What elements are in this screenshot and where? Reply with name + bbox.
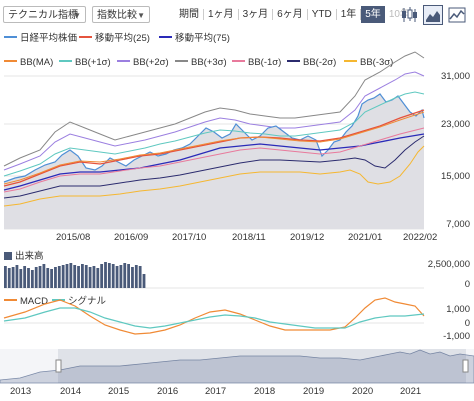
legend-item-bb-plus1[interactable]: BB(+1σ): [59, 57, 111, 69]
navigator-year-label: 2017: [205, 386, 227, 397]
legend-swatch: [79, 36, 92, 39]
legend-swatch: [344, 60, 357, 63]
period-5y-button[interactable]: 5年: [361, 6, 385, 23]
period-10y-button[interactable]: 10年: [388, 9, 410, 20]
chevron-down-icon: ▼: [137, 11, 145, 20]
legend-swatch: [4, 60, 17, 63]
navigator-year-label: 2021: [400, 386, 422, 397]
x-axis-label: 2015/08: [56, 232, 91, 243]
macd-axis-label: 0: [464, 318, 470, 329]
period-selector: 期間 1ヶ月 3ヶ月 6ヶ月 YTD 1年 5年 10年: [175, 6, 414, 23]
candlestick-icon-glyph: [402, 7, 417, 22]
ma75-line: [3, 133, 425, 191]
legend-label: 移動平均(75): [175, 33, 230, 44]
nikkei-line: [3, 93, 425, 183]
bb-minus1-line: [3, 127, 425, 193]
toolbar: テクニカル指標 ▼ 指数比較 ▼ 期間 1ヶ月 3ヶ月 6ヶ月 YTD 1年 5年 10年: [0, 0, 474, 30]
line-chart-icon-glyph: [448, 7, 466, 23]
legend-item-bb-ma[interactable]: BB(MA): [4, 57, 53, 69]
navigator-year-label: 2016: [157, 386, 179, 397]
line-chart-icon[interactable]: [447, 5, 467, 25]
navigator-year-label: 2015: [108, 386, 130, 397]
chevron-down-icon: ▼: [73, 11, 81, 20]
legend-item-nikkei[interactable]: 日経平均株価: [4, 33, 77, 45]
x-axis-label: 2017/10: [172, 232, 207, 243]
legend-swatch: [4, 36, 17, 39]
period-1m-button[interactable]: 1ヶ月: [208, 9, 234, 20]
legend-swatch: [117, 60, 130, 63]
legend-swatch: [159, 36, 172, 39]
technical-indicator-label: テクニカル指標: [8, 10, 78, 21]
x-axis-label: 2022/02: [403, 232, 438, 243]
candlestick-icon[interactable]: [399, 5, 419, 25]
legend-item-volume[interactable]: 出来高: [4, 251, 44, 263]
volume-axis-label: 2,500,000: [427, 259, 470, 270]
macd-axis-label: -1,000: [443, 331, 470, 342]
x-axis-label: 2018/11: [232, 232, 266, 243]
legend-label: 出来高: [15, 251, 44, 262]
legend-item-bb-plus2[interactable]: BB(+2σ): [117, 57, 169, 69]
legend-label: 移動平均(25): [95, 33, 150, 44]
bb-plus1-line: [3, 91, 425, 177]
period-label: 期間: [179, 9, 199, 20]
navigator-year-label: 2018: [254, 386, 276, 397]
period-3m-button[interactable]: 3ヶ月: [242, 9, 269, 20]
x-axis-label: 2019/12: [290, 232, 325, 243]
legend-item-ma25[interactable]: 移動平均(25): [79, 33, 150, 45]
navigator-year-label: 2014: [60, 386, 82, 397]
period-6m-button[interactable]: 6ヶ月: [277, 9, 303, 20]
index-compare-label: 指数比較: [97, 10, 137, 21]
legend-label: BB(-2σ): [303, 57, 337, 68]
legend-swatch: [287, 60, 300, 63]
bb-minus3-line: [3, 145, 425, 207]
bb-plus2-line: [3, 71, 425, 171]
x-axis-label: 2016/09: [114, 232, 149, 243]
bb-ma-line: [3, 111, 425, 185]
price-axis-label: 31,000: [440, 71, 470, 82]
navigator-area: [0, 349, 474, 384]
legend-item-bb-minus1[interactable]: BB(-1σ): [232, 57, 281, 69]
price-axis-label: 15,000: [440, 171, 470, 182]
bb-plus3-line: [3, 51, 425, 167]
navigator-year-label: 2013: [10, 386, 32, 397]
volume-axis-label: 0: [464, 279, 470, 290]
legend-label: BB(MA): [20, 57, 54, 68]
legend-label: BB(+3σ): [191, 57, 227, 68]
ma25-line: [3, 109, 425, 187]
navigator-year-label: 2019: [303, 386, 325, 397]
x-axis-label: 2021/01: [348, 232, 383, 243]
macd-axis-label: 1,000: [446, 304, 470, 315]
price-axis-label: 7,000: [446, 219, 470, 230]
legend-label: BB(-3σ): [360, 57, 394, 68]
legend-label: 日経平均株価: [20, 33, 78, 44]
navigator-selection[interactable]: [58, 349, 466, 383]
legend-label: BB(+2σ): [133, 57, 169, 68]
legend-swatch: [4, 252, 12, 261]
period-ytd-button[interactable]: YTD: [311, 9, 332, 20]
period-1y-button[interactable]: 1年: [340, 9, 357, 20]
legend-item-ma75[interactable]: 移動平均(75): [159, 33, 230, 45]
area-chart-icon[interactable]: [423, 5, 443, 25]
navigator-left-handle[interactable]: [55, 359, 62, 373]
legend-item-bb-minus2[interactable]: BB(-2σ): [287, 57, 336, 69]
legend-swatch: [175, 60, 188, 63]
price-axis-label: 23,000: [440, 119, 470, 130]
navigator-year-label: 2020: [352, 386, 374, 397]
technical-indicator-dropdown[interactable]: テクニカル指標 ▼: [3, 6, 86, 23]
legend-item-bb-plus3[interactable]: BB(+3σ): [175, 57, 227, 69]
bb-minus2-line: [3, 135, 425, 199]
legend-swatch: [232, 60, 245, 63]
navigator-right-handle[interactable]: [462, 359, 469, 373]
index-compare-dropdown[interactable]: 指数比較 ▼: [92, 6, 150, 23]
legend-label: BB(-1σ): [248, 57, 282, 68]
legend-swatch: [59, 60, 72, 63]
legend-item-bb-minus3[interactable]: BB(-3σ): [344, 57, 393, 69]
area-chart-icon-glyph: [426, 11, 440, 22]
legend-label: BB(+1σ): [75, 57, 111, 68]
